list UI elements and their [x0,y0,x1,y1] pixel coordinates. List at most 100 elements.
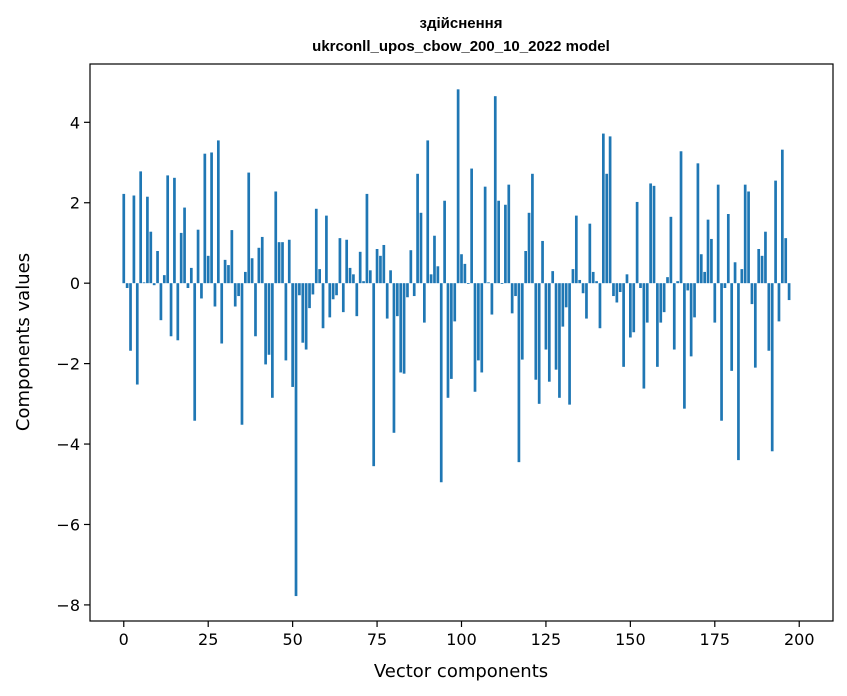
bar [635,201,639,284]
y-tick-label: −2 [56,355,80,374]
bar [679,151,683,284]
bar [531,173,534,284]
bar [625,274,629,284]
bar [382,244,386,284]
bar [456,89,460,284]
bar [554,283,558,370]
bar [777,283,781,322]
y-tick-label: 4 [70,113,80,132]
bar [784,238,788,284]
bar [726,214,730,284]
bars-group [122,89,791,597]
bar [156,251,159,284]
bar [686,283,690,291]
bar [517,283,521,463]
bar [267,283,271,355]
bar [612,283,615,297]
bar [730,283,734,371]
bar [578,279,582,284]
bar [237,283,240,297]
bar [480,283,484,373]
bar [196,229,200,284]
bar [135,283,139,385]
bar [348,267,352,284]
bar [362,281,365,284]
bar [764,231,767,284]
bar [125,283,129,289]
bar [710,238,713,284]
bar [473,283,477,392]
bar [429,274,433,284]
bar [615,283,619,303]
bar [490,283,494,315]
bar [159,283,163,321]
bar [385,283,389,319]
bar [524,251,528,284]
bar [747,191,750,284]
bar [409,250,413,284]
bar [551,271,555,284]
x-tick-label: 175 [700,630,731,649]
bar [206,255,210,284]
bar [632,283,636,333]
bar [568,283,571,405]
bar [264,283,267,365]
x-tick-label: 0 [119,630,129,649]
bar [321,283,325,329]
bar [588,223,592,284]
bar [483,186,487,284]
bar [753,283,757,368]
bar [291,283,294,387]
bar [547,283,551,382]
bar [433,235,436,284]
bar [622,283,625,367]
bar [696,163,700,284]
bar [416,173,419,284]
bar [345,239,349,284]
bar [767,283,771,351]
bar [504,204,507,284]
bar [450,283,453,379]
bar [541,240,544,284]
bar [176,283,180,341]
bar [780,149,784,284]
bar [139,171,143,284]
bar [733,262,737,284]
bar [703,271,707,284]
bar [186,283,190,289]
bar [544,283,548,350]
bar [328,283,332,318]
x-axis-label: Vector components [374,661,548,682]
bar [713,283,717,323]
bar [355,283,359,317]
bar [395,283,399,317]
bar [419,212,423,284]
bar [311,283,315,295]
bar [304,283,308,350]
bar [605,173,609,284]
bar [338,238,342,284]
bar [426,140,430,284]
plot-frame [89,63,834,622]
bar [720,283,723,421]
x-tick-label: 125 [531,630,562,649]
bar [561,283,565,327]
bar [669,216,673,284]
bar [277,242,281,284]
bar [331,283,335,300]
bar [203,153,207,284]
bar [642,283,646,389]
x-tick-label: 75 [367,630,387,649]
bar [287,239,291,284]
x-tick-label: 100 [446,630,477,649]
bar [284,283,288,361]
bar [601,133,605,284]
bar [723,283,727,289]
bar [706,219,710,284]
bar [760,255,764,284]
bar [166,175,170,284]
bar [443,200,446,284]
y-tick-label: −4 [56,435,80,454]
bar [676,281,679,284]
bar [520,283,524,360]
